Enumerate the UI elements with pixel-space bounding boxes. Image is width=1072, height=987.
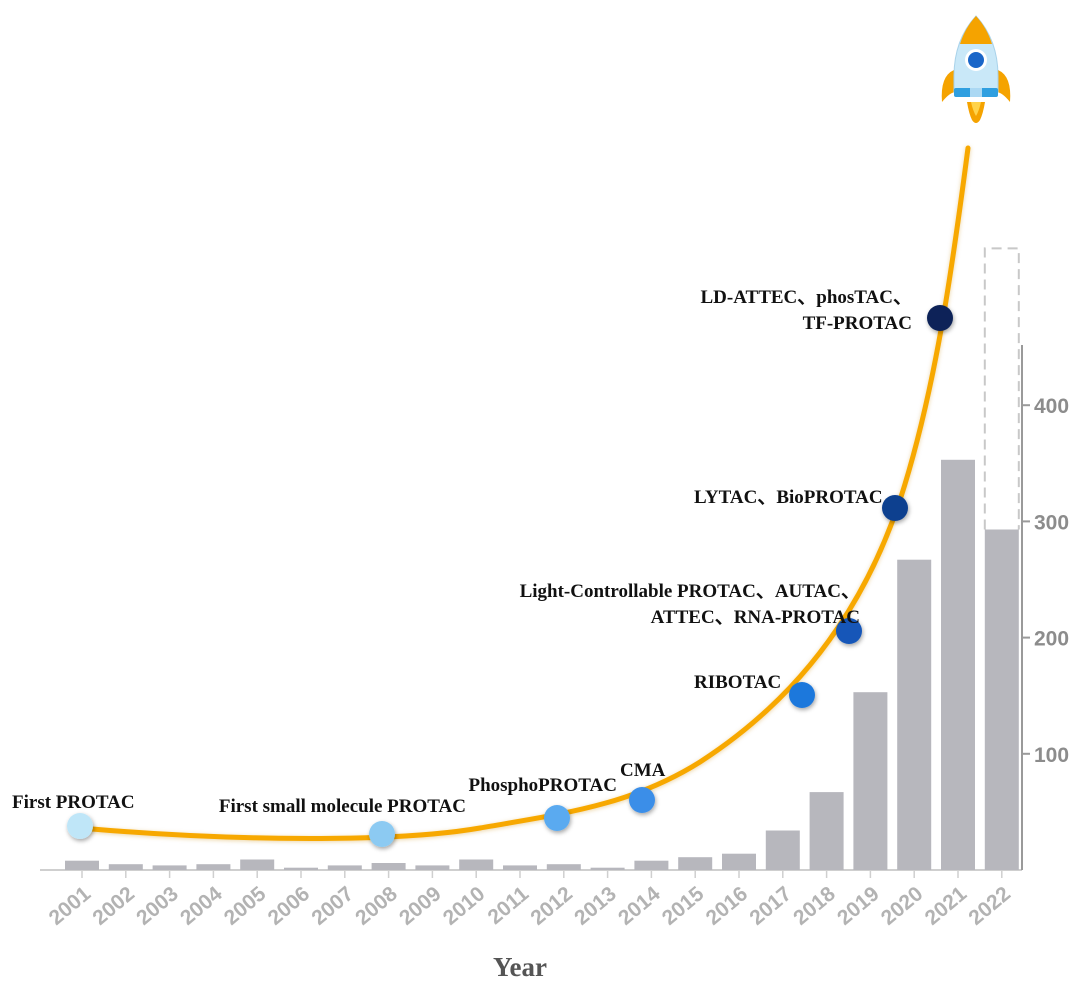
x-axis-title: Year <box>493 952 547 982</box>
x-tick-label-2007: 2007 <box>307 882 358 930</box>
milestone-label-2012: PhosphoPROTAC <box>468 775 617 796</box>
milestones: First PROTAC First small molecule PROTACP… <box>12 287 953 847</box>
bar-2019 <box>853 692 888 870</box>
milestone-marker-2018 <box>789 682 815 708</box>
bar-2012 <box>546 864 581 870</box>
trend-curve <box>77 145 971 841</box>
x-tick-label-2016: 2016 <box>702 882 753 930</box>
x-tick-label-2006: 2006 <box>264 882 315 930</box>
x-tick-label-2020: 2020 <box>877 882 928 930</box>
x-tick-label-2022: 2022 <box>964 882 1015 930</box>
bar-2018 <box>809 792 844 870</box>
bar-2009 <box>415 865 450 870</box>
x-tick-label-2021: 2021 <box>921 882 972 930</box>
bar-2001 <box>65 860 99 870</box>
milestone-label-2019-line1: Light-Controllable PROTAC、AUTAC、 <box>520 581 860 602</box>
x-tick-label-2019: 2019 <box>833 882 884 930</box>
milestone-label-2018: RIBOTAC <box>694 672 781 693</box>
milestone-label-2008: First small molecule PROTAC <box>219 796 466 817</box>
bar-2022 <box>984 529 1019 870</box>
milestone-label-2001: First PROTAC <box>12 792 135 813</box>
y-tick-label-100: 100 <box>1034 744 1069 767</box>
bar-2008 <box>371 863 406 870</box>
y-tick-label-400: 400 <box>1034 395 1069 418</box>
milestone-marker-2008 <box>369 821 395 847</box>
x-tick-label-2009: 2009 <box>395 882 446 930</box>
bar-2014 <box>634 860 669 870</box>
y-axis-ticks: 100 200 300 400 <box>1022 395 1069 767</box>
x-tick-label-2012: 2012 <box>526 882 577 930</box>
bar-2020 <box>897 559 932 870</box>
bar-2003 <box>152 865 187 870</box>
bar-2016 <box>722 853 756 870</box>
y-tick-label-200: 200 <box>1034 628 1069 651</box>
milestone-label-2021-line2: TF-PROTAC <box>803 313 912 334</box>
bar-2002 <box>108 864 143 870</box>
bar-2005 <box>240 859 275 870</box>
bars <box>65 247 1020 870</box>
x-tick-label-2011: 2011 <box>484 882 534 929</box>
x-tick-label-2018: 2018 <box>789 882 840 930</box>
milestone-marker-2021 <box>927 305 953 331</box>
x-tick-label-2008: 2008 <box>351 882 402 930</box>
projected-bar-2022 <box>983 247 1020 530</box>
x-tick-label-2015: 2015 <box>658 882 709 930</box>
bar-2010 <box>459 859 494 870</box>
x-tick-label-2005: 2005 <box>220 882 271 930</box>
milestone-marker-2019 <box>836 618 862 644</box>
x-tick-label-2004: 2004 <box>176 882 227 930</box>
x-tick-label-2003: 2003 <box>132 882 183 930</box>
y-tick-label-300: 300 <box>1034 511 1069 534</box>
milestone-marker-2012 <box>544 805 570 831</box>
milestone-marker-2001 <box>67 813 93 839</box>
x-tick-label-2013: 2013 <box>570 882 621 930</box>
milestone-marker-2020 <box>882 495 908 521</box>
milestone-label-2021-line1: LD-ATTEC、phosTAC、 <box>700 287 912 308</box>
x-tick-label-2001: 2001 <box>45 882 96 930</box>
milestone-label-2019-line2: ATTEC、RNA-PROTAC <box>651 607 860 628</box>
bar-2013 <box>590 867 625 870</box>
x-tick-label-2017: 2017 <box>745 882 796 930</box>
bar-2015 <box>678 857 713 870</box>
growth-curve <box>77 145 971 841</box>
bar-2006 <box>284 867 318 870</box>
x-tick-label-2010: 2010 <box>439 882 490 930</box>
bar-2017 <box>765 830 800 870</box>
rocket-icon <box>941 15 1011 123</box>
x-tick-label-2002: 2002 <box>88 882 139 930</box>
x-tick-marks: 2001200220032004200520062007200820092010… <box>45 870 1015 930</box>
milestone-label-2014: CMA <box>620 760 666 781</box>
bar-2011 <box>503 865 537 870</box>
bar-2004 <box>196 864 231 870</box>
x-tick-label-2014: 2014 <box>614 882 665 930</box>
milestone-marker-2014 <box>629 787 655 813</box>
bar-2007 <box>327 865 362 870</box>
milestone-label-2020: LYTAC、BioPROTAC <box>694 487 883 508</box>
bar-2021 <box>941 459 975 870</box>
